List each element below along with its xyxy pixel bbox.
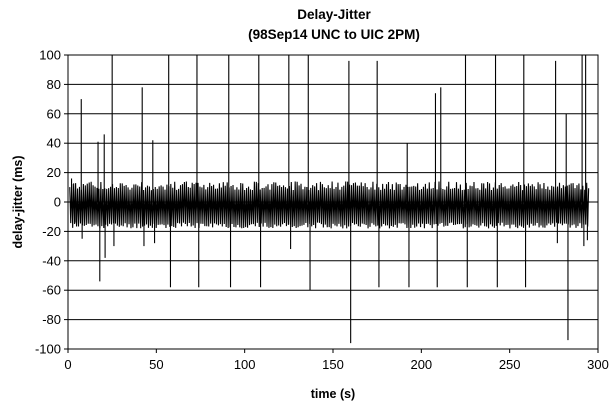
- y-tick-label: -100: [35, 342, 61, 357]
- chart-title: Delay-Jitter: [297, 7, 371, 22]
- y-tick-label: 40: [47, 136, 61, 151]
- y-axis-label: delay-jitter (ms): [11, 155, 25, 248]
- x-axis-ticks: 0 50 100 150 200 250 300: [64, 349, 609, 372]
- jitter-baseline-trace: [69, 181, 590, 229]
- jitter-series: [69, 55, 590, 344]
- y-axis-ticks: -100 -80 -60 -40 -20 0 20 40 60 80 100: [35, 48, 68, 357]
- plot-area-border: [67, 54, 599, 350]
- x-tick-label: 250: [499, 357, 521, 372]
- x-tick-label: 300: [587, 357, 609, 372]
- chart-subtitle: (98Sep14 UNC to UIC 2PM): [248, 27, 420, 42]
- y-tick-label: -20: [42, 224, 61, 239]
- y-tick-label: -60: [42, 283, 61, 298]
- x-tick-label: 100: [234, 357, 256, 372]
- y-tick-label: 100: [39, 48, 61, 63]
- y-tick-label: 0: [54, 195, 61, 210]
- y-tick-label: 60: [47, 106, 61, 121]
- y-tick-label: 80: [47, 77, 61, 92]
- x-tick-label: 200: [410, 357, 432, 372]
- x-tick-label: 50: [149, 357, 163, 372]
- y-tick-label: -40: [42, 253, 61, 268]
- y-tick-label: 20: [47, 165, 61, 180]
- x-axis-label: time (s): [311, 387, 355, 401]
- x-tick-label: 150: [322, 357, 344, 372]
- x-tick-label: 0: [64, 357, 71, 372]
- y-tick-label: -80: [42, 312, 61, 327]
